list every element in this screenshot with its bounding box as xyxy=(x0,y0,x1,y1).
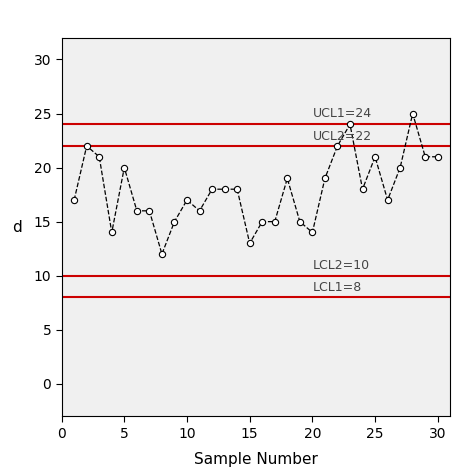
Text: LCL2=10: LCL2=10 xyxy=(312,260,370,272)
Y-axis label: d: d xyxy=(12,219,22,235)
Text: UCL1=24: UCL1=24 xyxy=(312,107,372,120)
Text: UCL2=22: UCL2=22 xyxy=(312,130,372,143)
Text: LCL1=8: LCL1=8 xyxy=(312,281,362,294)
X-axis label: Sample Number: Sample Number xyxy=(194,452,318,467)
